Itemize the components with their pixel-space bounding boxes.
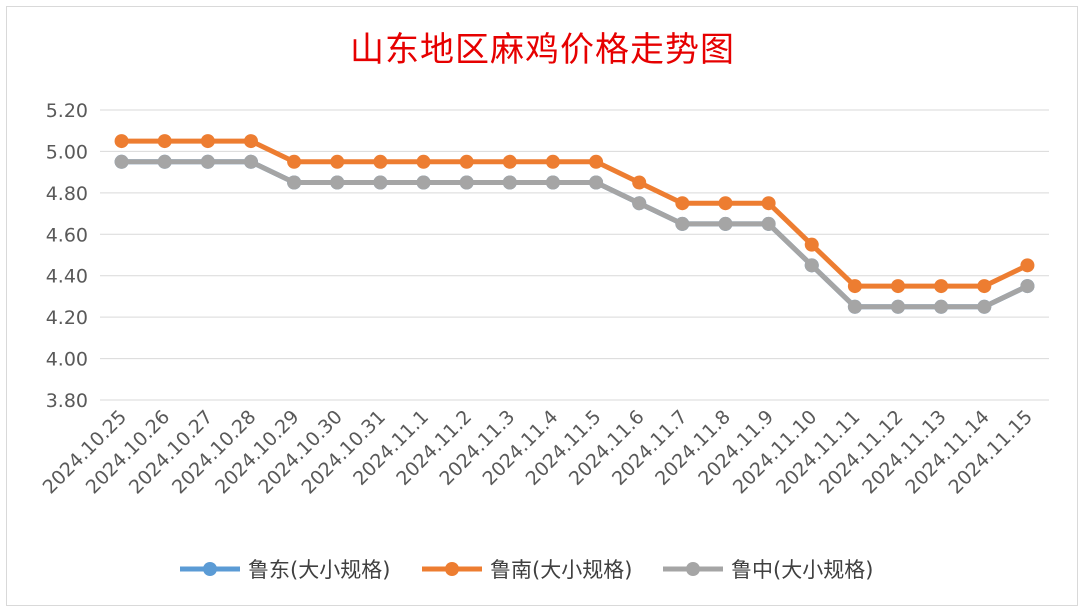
data-point <box>1020 258 1035 273</box>
legend-item[interactable]: 鲁中(大小规格) <box>663 558 873 582</box>
data-point <box>847 299 862 314</box>
legend-label: 鲁东(大小规格) <box>248 558 390 582</box>
gridlines <box>100 109 1049 401</box>
data-point <box>718 216 733 231</box>
y-tick-label: 3.80 <box>46 390 88 412</box>
legend-swatch-marker <box>203 562 217 576</box>
data-point <box>718 196 733 211</box>
data-point <box>632 175 647 190</box>
data-point <box>243 154 258 169</box>
data-point <box>502 154 517 169</box>
data-point <box>804 258 819 273</box>
chart-title: 山东地区麻鸡价格走势图 <box>350 30 735 70</box>
data-point <box>1020 279 1035 294</box>
data-point <box>675 216 690 231</box>
data-point <box>287 175 302 190</box>
y-axis-ticks: 3.80 4.00 4.20 4.40 4.60 4.80 5.00 5.20 <box>46 100 88 412</box>
data-point <box>804 237 819 252</box>
data-point <box>287 154 302 169</box>
y-tick-label: 5.00 <box>46 141 88 163</box>
series-lines <box>114 134 1035 314</box>
y-tick-label: 4.80 <box>46 183 88 205</box>
data-point <box>114 154 129 169</box>
data-point <box>977 279 992 294</box>
data-point <box>373 154 388 169</box>
data-point <box>459 175 474 190</box>
legend-item[interactable]: 鲁东(大小规格) <box>180 558 390 582</box>
legend-swatch-marker <box>686 562 700 576</box>
data-point <box>459 154 474 169</box>
data-point <box>675 196 690 211</box>
data-point <box>589 175 604 190</box>
data-point <box>373 175 388 190</box>
data-point <box>934 299 949 314</box>
data-point <box>502 175 517 190</box>
data-point <box>934 279 949 294</box>
data-point <box>114 134 129 149</box>
data-point <box>200 154 215 169</box>
data-point <box>330 154 345 169</box>
data-point <box>761 196 776 211</box>
y-tick-label: 4.20 <box>46 307 88 329</box>
data-point <box>632 196 647 211</box>
series-3 <box>114 154 1035 314</box>
data-point <box>545 154 560 169</box>
y-tick-label: 4.00 <box>46 349 88 371</box>
y-tick-label: 4.40 <box>46 266 88 288</box>
legend-item[interactable]: 鲁南(大小规格) <box>422 558 632 582</box>
series-line <box>121 138 1029 289</box>
data-point <box>157 154 172 169</box>
legend-label: 鲁南(大小规格) <box>490 558 632 582</box>
legend-label: 鲁中(大小规格) <box>731 558 873 582</box>
x-axis-ticks: 2024.10.252024.10.262024.10.272024.10.28… <box>39 406 1037 498</box>
legend: 鲁东(大小规格) 鲁南(大小规格) 鲁中(大小规格) <box>180 558 873 582</box>
data-point <box>761 216 776 231</box>
data-point <box>545 175 560 190</box>
data-point <box>330 175 345 190</box>
data-point <box>416 175 431 190</box>
data-point <box>891 279 906 294</box>
data-point <box>243 134 258 149</box>
data-point <box>589 154 604 169</box>
data-point <box>847 279 862 294</box>
data-point <box>157 134 172 149</box>
series-2 <box>114 134 1035 294</box>
legend-swatch-marker <box>445 562 459 576</box>
series-line <box>121 159 1029 310</box>
y-tick-label: 5.20 <box>46 100 88 122</box>
data-point <box>200 134 215 149</box>
data-point <box>977 299 992 314</box>
y-tick-label: 4.60 <box>46 224 88 246</box>
data-point <box>891 299 906 314</box>
data-point <box>416 154 431 169</box>
